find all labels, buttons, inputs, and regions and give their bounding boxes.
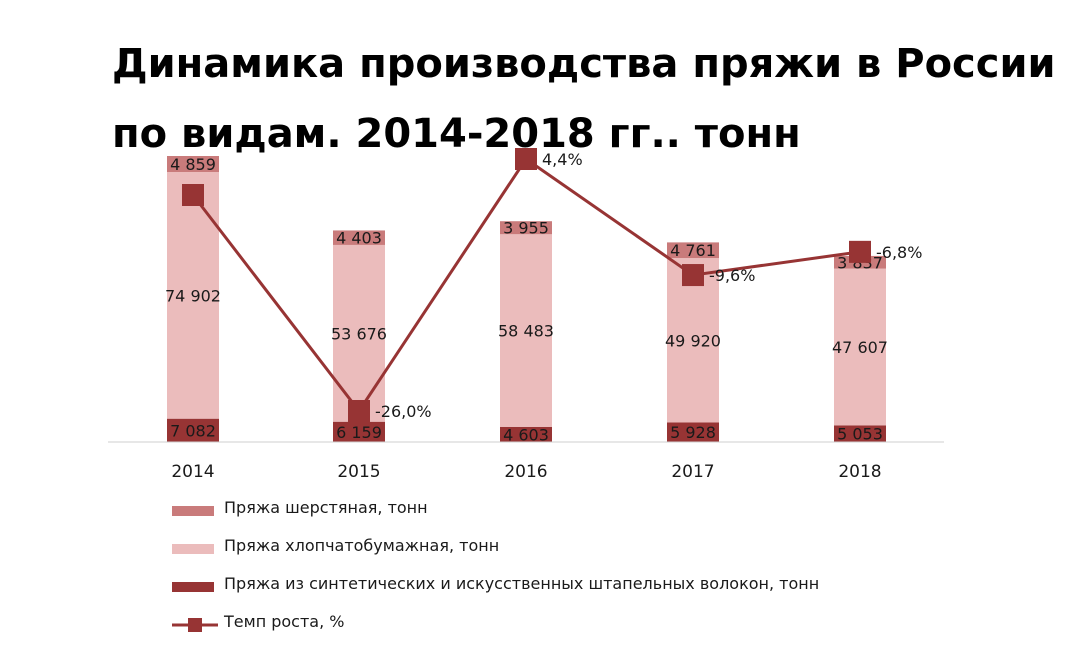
bar-2015-series-1 <box>333 244 385 422</box>
growth-marker-2014 <box>182 184 204 206</box>
data-label-2015-series-1: 53 676 <box>331 324 387 343</box>
bar-2018-series-1 <box>834 268 886 426</box>
x-tick-label-2016: 2016 <box>504 462 547 482</box>
legend-swatch-0 <box>172 506 214 516</box>
growth-label-2016: 4,4% <box>542 150 583 169</box>
growth-line-layer: -26,0% 4,4% -9,6% -6,8% <box>182 148 922 422</box>
bar-2015-series-0 <box>333 421 385 442</box>
growth-label-2017: -9,6% <box>709 266 755 285</box>
legend-line-swatch <box>172 618 218 632</box>
data-label-2016-series-0: 4 603 <box>503 425 549 444</box>
bar-2017-series-0 <box>667 422 719 442</box>
bar-2018-series-0 <box>834 425 886 442</box>
x-tick-label-2015: 2015 <box>337 462 380 482</box>
growth-marker-2015 <box>348 400 370 422</box>
bars-layer: 7 082 74 902 4 859 6 159 53 676 4 403 4 603 58 … <box>165 155 888 444</box>
data-label-2015-series-0: 6 159 <box>336 423 382 442</box>
legend-label-1: Пряжа хлопчатобумажная, тонн <box>224 536 500 555</box>
bar-2014-series-1 <box>167 172 219 419</box>
legend-label-0: Пряжа шерстяная, тонн <box>224 498 428 517</box>
x-tick-label-2018: 2018 <box>838 462 881 482</box>
data-label-2016-series-2: 3 955 <box>503 219 549 238</box>
legend-label-3: Темп роста, % <box>224 612 345 631</box>
growth-marker-2017 <box>682 264 704 287</box>
growth-label-2018: -6,8% <box>876 243 922 262</box>
data-label-2017-series-0: 5 928 <box>670 423 716 442</box>
growth-label-2015: -26,0% <box>375 402 432 421</box>
x-tick-label-2014: 2014 <box>171 462 214 482</box>
data-label-2014-series-1: 74 902 <box>165 286 221 305</box>
data-label-2018-series-0: 5 053 <box>837 425 883 444</box>
data-label-2017-series-2: 4 761 <box>670 241 716 260</box>
bar-2016-series-2 <box>500 221 552 235</box>
data-label-2014-series-2: 4 859 <box>170 155 216 174</box>
legend-label-2: Пряжа из синтетических и искусственных ш… <box>224 574 820 593</box>
x-tick-label-2017: 2017 <box>671 462 714 482</box>
legend-swatch-2 <box>172 582 214 592</box>
growth-marker-2018 <box>849 240 871 263</box>
data-label-2017-series-1: 49 920 <box>665 331 721 350</box>
bar-2015-series-2 <box>333 230 385 245</box>
bar-2016-series-0 <box>500 426 552 442</box>
data-label-2014-series-0: 7 082 <box>170 421 216 440</box>
bar-2014-series-0 <box>167 418 219 442</box>
legend-swatch-1 <box>172 544 214 554</box>
bar-2014-series-2 <box>167 156 219 173</box>
growth-marker-2016 <box>515 148 537 170</box>
data-label-2016-series-1: 58 483 <box>498 322 554 341</box>
data-label-2015-series-2: 4 403 <box>336 229 382 248</box>
x-axis: 2014 2015 2016 2017 2018 <box>108 441 944 482</box>
bar-2016-series-1 <box>500 234 552 427</box>
chart-title-line-2: по видам. 2014-2018 гг.. тонн <box>112 111 801 157</box>
data-label-2018-series-1: 47 607 <box>832 338 888 357</box>
bar-2017-series-2 <box>667 242 719 259</box>
chart-title-line-1: Динамика производства пряжи в России <box>112 41 1056 87</box>
